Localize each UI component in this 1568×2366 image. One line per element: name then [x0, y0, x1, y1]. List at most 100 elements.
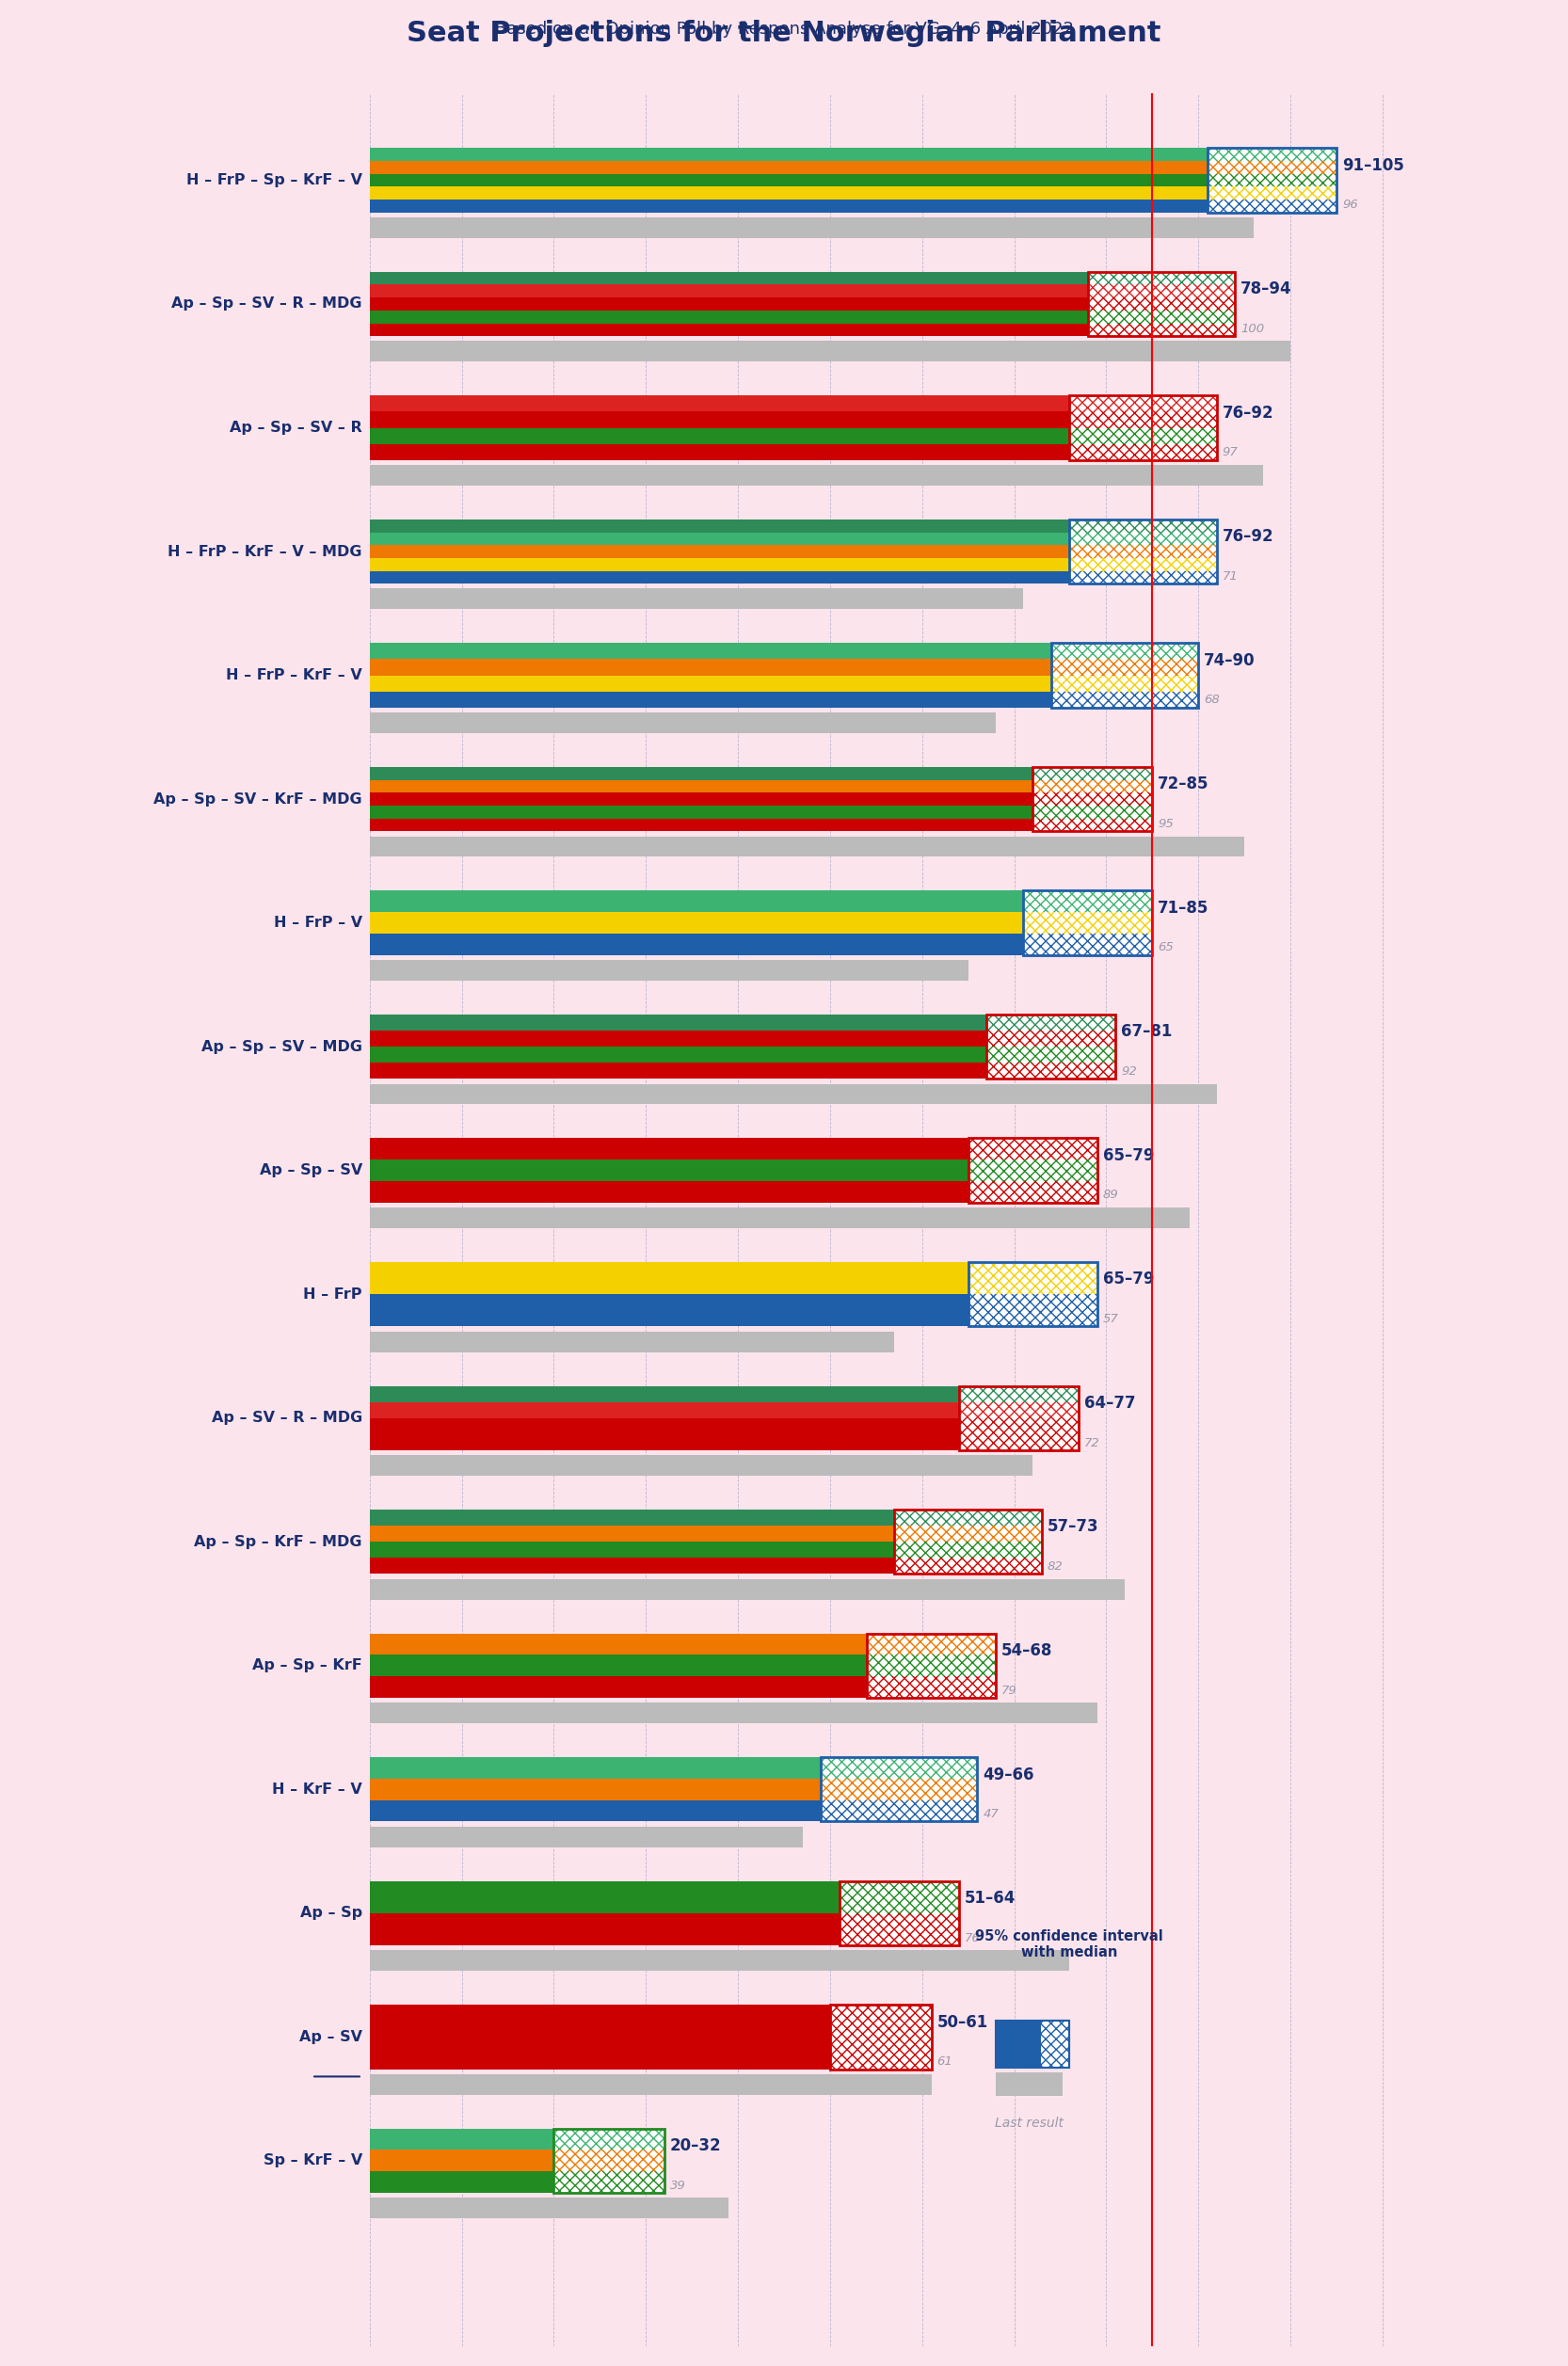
Bar [1051, 691, 1198, 707]
Text: Last result: Last result [994, 2118, 1063, 2129]
Bar [370, 1386, 960, 1403]
Text: Sp – KrF – V: Sp – KrF – V [263, 2153, 362, 2167]
Bar [820, 1758, 977, 1822]
Bar [370, 1526, 894, 1543]
Bar [370, 589, 1024, 610]
Text: 79: 79 [1002, 1685, 1018, 1696]
Bar [370, 1801, 820, 1822]
Bar [1069, 532, 1217, 544]
Bar [894, 1510, 1041, 1526]
Bar [894, 1526, 1041, 1543]
Bar [370, 1779, 820, 1801]
Bar [554, 2129, 665, 2151]
Bar [986, 1046, 1115, 1062]
Bar [1033, 793, 1152, 804]
Bar [1033, 781, 1152, 793]
Bar [820, 1801, 977, 1822]
Bar [1088, 272, 1236, 284]
Text: 49–66: 49–66 [983, 1765, 1035, 1784]
Text: 61: 61 [936, 2056, 953, 2068]
Bar [967, 1181, 1098, 1202]
Bar [986, 1015, 1115, 1032]
Bar [1051, 691, 1198, 707]
Bar [839, 1881, 960, 1914]
Text: 57: 57 [1102, 1313, 1118, 1325]
Bar [370, 1557, 894, 1573]
Bar [1033, 804, 1152, 819]
Text: 92: 92 [1121, 1065, 1137, 1077]
Bar [960, 1386, 1079, 1450]
Text: Ap – Sp – SV – R – MDG: Ap – Sp – SV – R – MDG [171, 296, 362, 310]
Bar [1069, 570, 1217, 584]
Text: 65–79: 65–79 [1102, 1271, 1154, 1287]
Text: Ap – Sp – SV – KrF – MDG: Ap – Sp – SV – KrF – MDG [154, 793, 362, 807]
Bar [820, 1779, 977, 1801]
Bar [1033, 767, 1152, 781]
Bar [1207, 187, 1336, 199]
Bar [370, 284, 1088, 298]
Bar [1069, 445, 1217, 459]
Bar [986, 1046, 1115, 1062]
Bar [370, 1704, 1098, 1722]
Bar [370, 1046, 986, 1062]
Bar [370, 2004, 829, 2037]
Bar [1088, 298, 1236, 310]
Text: 71: 71 [1223, 570, 1239, 582]
Bar [370, 1633, 867, 1654]
Text: 100: 100 [1240, 322, 1264, 336]
Bar [996, 2021, 1069, 2068]
Bar [867, 1654, 996, 1677]
Bar [1088, 310, 1236, 324]
Bar [1024, 890, 1152, 913]
Title: Seat Projections for the Norwegian Parliament: Seat Projections for the Norwegian Parli… [406, 19, 1162, 47]
Bar [1069, 445, 1217, 459]
Text: 89: 89 [1102, 1190, 1118, 1202]
Bar [829, 2004, 931, 2037]
Bar [554, 2129, 665, 2193]
Bar [1207, 161, 1336, 173]
Bar [1088, 324, 1236, 336]
Bar [370, 890, 1024, 913]
Bar [1069, 395, 1217, 412]
Bar [1051, 644, 1198, 707]
Bar [1033, 819, 1152, 830]
Bar [1088, 272, 1236, 336]
Text: 54–68: 54–68 [1002, 1642, 1052, 1659]
Text: 65–79: 65–79 [1102, 1148, 1154, 1164]
Bar [1088, 284, 1236, 298]
Bar [829, 2037, 931, 2070]
Bar [1069, 544, 1217, 558]
Bar [867, 1633, 996, 1699]
Bar [820, 1779, 977, 1801]
Bar [370, 1677, 867, 1699]
Text: 76: 76 [964, 1931, 980, 1945]
Bar [1033, 819, 1152, 830]
Bar [894, 1510, 1041, 1526]
Bar [370, 2198, 729, 2219]
Bar [370, 570, 1069, 584]
Text: 72: 72 [1083, 1436, 1101, 1448]
Bar [1207, 173, 1336, 187]
Bar [986, 1062, 1115, 1079]
Bar [960, 1386, 1079, 1403]
Text: 97: 97 [1223, 447, 1239, 459]
Bar [1069, 412, 1217, 428]
Bar [986, 1062, 1115, 1079]
Bar [1088, 310, 1236, 324]
Bar [370, 712, 996, 733]
Text: 95: 95 [1157, 819, 1174, 830]
Text: H – FrP – Sp – KrF – V: H – FrP – Sp – KrF – V [187, 173, 362, 187]
Bar [967, 1181, 1098, 1202]
Bar [370, 2172, 554, 2193]
Bar [1069, 558, 1217, 570]
Bar [960, 1403, 1079, 1417]
Text: 78–94: 78–94 [1240, 282, 1292, 298]
Bar [894, 1543, 1041, 1557]
Bar [1051, 674, 1198, 691]
Bar [1051, 644, 1198, 660]
Bar [370, 1207, 1189, 1228]
Bar [1051, 644, 1198, 660]
Bar [1024, 913, 1152, 935]
Bar [370, 1294, 967, 1327]
Bar [1088, 324, 1236, 336]
